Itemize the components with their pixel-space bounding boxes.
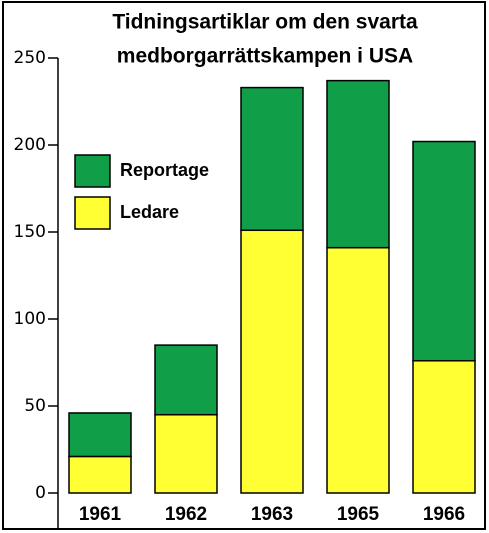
bar-segment bbox=[240, 86, 304, 232]
legend-swatch bbox=[74, 196, 111, 230]
bar-segment bbox=[412, 140, 476, 362]
bar-segment bbox=[326, 246, 390, 494]
bar-segment bbox=[154, 413, 218, 494]
legend-label: Ledare bbox=[120, 202, 179, 222]
chart-title: Tidningsartiklar om den svarta bbox=[112, 11, 418, 34]
x-tick-label: 1962 bbox=[165, 504, 207, 525]
legend-swatch bbox=[74, 154, 111, 188]
x-tick-label: 1965 bbox=[337, 504, 380, 525]
x-tick-label: 1961 bbox=[79, 504, 122, 525]
bar-segment bbox=[412, 360, 476, 494]
x-tick-label: 1966 bbox=[423, 504, 465, 525]
bar-segment bbox=[68, 412, 132, 458]
y-tick-label: 50 bbox=[24, 396, 46, 416]
bar-segment bbox=[326, 79, 390, 249]
y-tick-label: 100 bbox=[14, 309, 46, 329]
y-tick-label: 200 bbox=[14, 135, 46, 155]
x-tick-label: 1963 bbox=[251, 504, 293, 525]
bar-segment bbox=[68, 455, 132, 494]
y-tick-label: 250 bbox=[14, 48, 46, 68]
y-tick-label: 0 bbox=[35, 483, 46, 503]
bar-segment bbox=[154, 344, 218, 416]
y-tick-label: 150 bbox=[14, 222, 46, 242]
bar-segment bbox=[240, 229, 304, 494]
legend-label: Reportage bbox=[120, 160, 209, 180]
chart-title: medborgarrättskampen i USA bbox=[117, 45, 413, 68]
